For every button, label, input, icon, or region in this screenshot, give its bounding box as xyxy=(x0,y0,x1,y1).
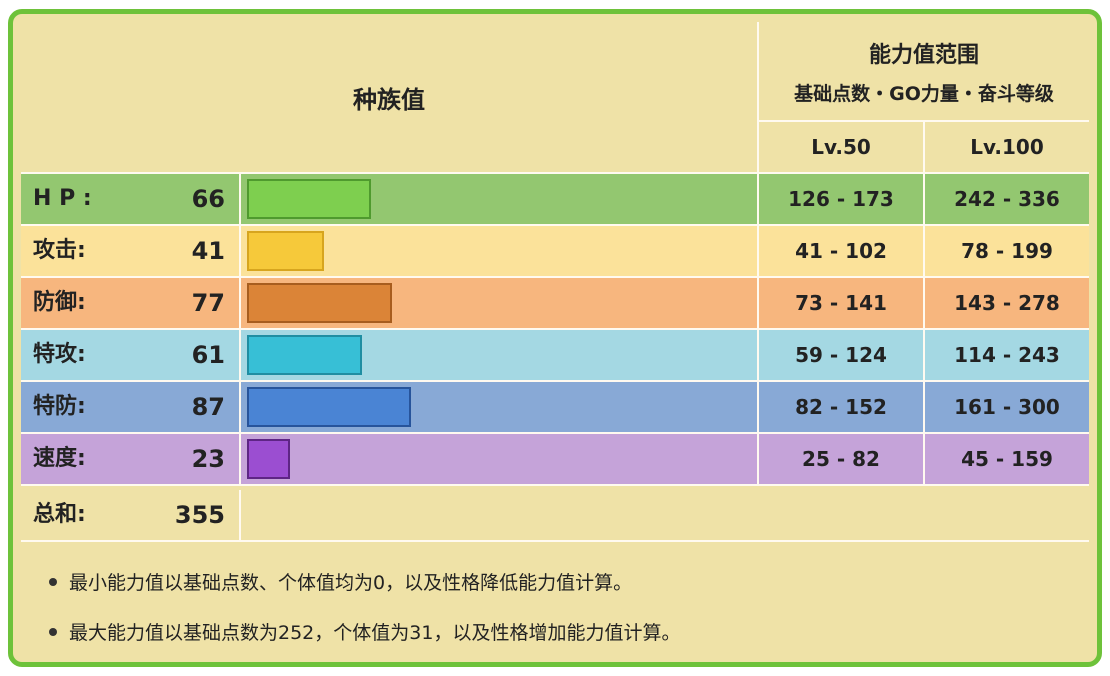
notes: 最小能力值以基础点数、个体值均为0，以及性格降低能力值计算。 最大能力值以基础点… xyxy=(21,546,1089,654)
lv50-range: 59 - 124 xyxy=(759,330,925,380)
note-item: 最大能力值以基础点数为252，个体值为31，以及性格增加能力值计算。 xyxy=(49,618,680,645)
bullet-icon xyxy=(49,627,57,636)
stat-row: 速度: 23 25 - 82 45 - 159 xyxy=(21,434,1089,484)
total-label-cell: 总和: 355 xyxy=(21,490,241,540)
stat-value: 23 xyxy=(191,445,225,473)
stat-bar xyxy=(247,439,290,479)
stat-name: H P : xyxy=(33,186,92,211)
lv100-range: 45 - 159 xyxy=(961,447,1053,471)
stats-table: 种族值 能力值范围 基础点数・GO力量・奋斗等级 Lv.50 Lv.100 H … xyxy=(13,14,1097,662)
stat-bar-track xyxy=(241,278,759,328)
divider xyxy=(21,328,1089,330)
stat-bar xyxy=(247,387,411,427)
base-stats-header: 种族值 xyxy=(21,22,759,172)
bullet-icon xyxy=(49,577,57,586)
divider xyxy=(21,540,1089,542)
stat-name: 防御: xyxy=(33,290,86,315)
lv100-range: 114 - 243 xyxy=(954,343,1060,367)
lv50-range: 41 - 102 xyxy=(759,226,925,276)
stat-row: H P : 66 126 - 173 242 - 336 xyxy=(21,174,1089,224)
stat-value: 41 xyxy=(191,237,225,265)
stat-label-cell: 防御: 77 xyxy=(21,278,241,328)
total-value: 355 xyxy=(174,501,225,529)
stat-row: 特防: 87 82 - 152 161 - 300 xyxy=(21,382,1089,432)
lv100-range: 242 - 336 xyxy=(954,187,1060,211)
total-name: 总和: xyxy=(33,502,86,527)
lv100-range: 78 - 199 xyxy=(961,239,1053,263)
stat-row: 防御: 77 73 - 141 143 - 278 xyxy=(21,278,1089,328)
lv100-header: Lv.100 xyxy=(970,135,1044,159)
total-row: 总和: 355 xyxy=(21,490,1089,540)
stat-range-title: 能力值范围 xyxy=(868,42,979,68)
stat-bar-track xyxy=(241,226,759,276)
stat-label-cell: 攻击: 41 xyxy=(21,226,241,276)
stats-panel: 种族值 能力值范围 基础点数・GO力量・奋斗等级 Lv.50 Lv.100 H … xyxy=(8,9,1102,667)
note-item: 最小能力值以基础点数、个体值均为0，以及性格降低能力值计算。 xyxy=(49,568,632,595)
divider xyxy=(21,172,1089,174)
stat-name: 特防: xyxy=(33,394,86,419)
base-stats-header-label: 种族值 xyxy=(353,85,425,114)
stat-bar xyxy=(247,283,392,323)
stat-range-header: 能力值范围 基础点数・GO力量・奋斗等级 xyxy=(759,22,1089,122)
lv50-header: Lv.50 xyxy=(759,122,925,172)
stat-label-cell: 特攻: 61 xyxy=(21,330,241,380)
stat-label-cell: 特防: 87 xyxy=(21,382,241,432)
stat-name: 速度: xyxy=(33,446,86,471)
stat-bar xyxy=(247,335,362,375)
stat-value: 66 xyxy=(191,185,225,213)
stat-label-cell: 速度: 23 xyxy=(21,434,241,484)
stat-value: 87 xyxy=(191,393,225,421)
stat-bar-track xyxy=(241,174,759,224)
stat-row: 特攻: 61 59 - 124 114 - 243 xyxy=(21,330,1089,380)
divider xyxy=(21,276,1089,278)
divider xyxy=(21,484,1089,486)
lv50-range: 82 - 152 xyxy=(759,382,925,432)
stat-row: 攻击: 41 41 - 102 78 - 199 xyxy=(21,226,1089,276)
lv100-range: 143 - 278 xyxy=(954,291,1060,315)
divider xyxy=(21,224,1089,226)
lv100-range: 161 - 300 xyxy=(954,395,1060,419)
lv50-range: 25 - 82 xyxy=(759,434,925,484)
lv50-range: 73 - 141 xyxy=(759,278,925,328)
stat-range-subtitle: 基础点数・GO力量・奋斗等级 xyxy=(794,82,1054,105)
stat-name: 特攻: xyxy=(33,342,86,367)
divider xyxy=(21,380,1089,382)
stat-value: 61 xyxy=(191,341,225,369)
stat-bar-track xyxy=(241,382,759,432)
stat-label-cell: H P : 66 xyxy=(21,174,241,224)
stat-bar xyxy=(247,231,324,271)
note-text: 最小能力值以基础点数、个体值均为0，以及性格降低能力值计算。 xyxy=(69,572,633,594)
stat-bar-track xyxy=(241,330,759,380)
lv50-range: 126 - 173 xyxy=(759,174,925,224)
stat-value: 77 xyxy=(191,289,225,317)
note-text: 最大能力值以基础点数为252，个体值为31，以及性格增加能力值计算。 xyxy=(69,622,681,644)
stat-bar xyxy=(247,179,371,219)
divider xyxy=(21,432,1089,434)
stat-name: 攻击: xyxy=(33,238,86,263)
stat-bar-track xyxy=(241,434,759,484)
